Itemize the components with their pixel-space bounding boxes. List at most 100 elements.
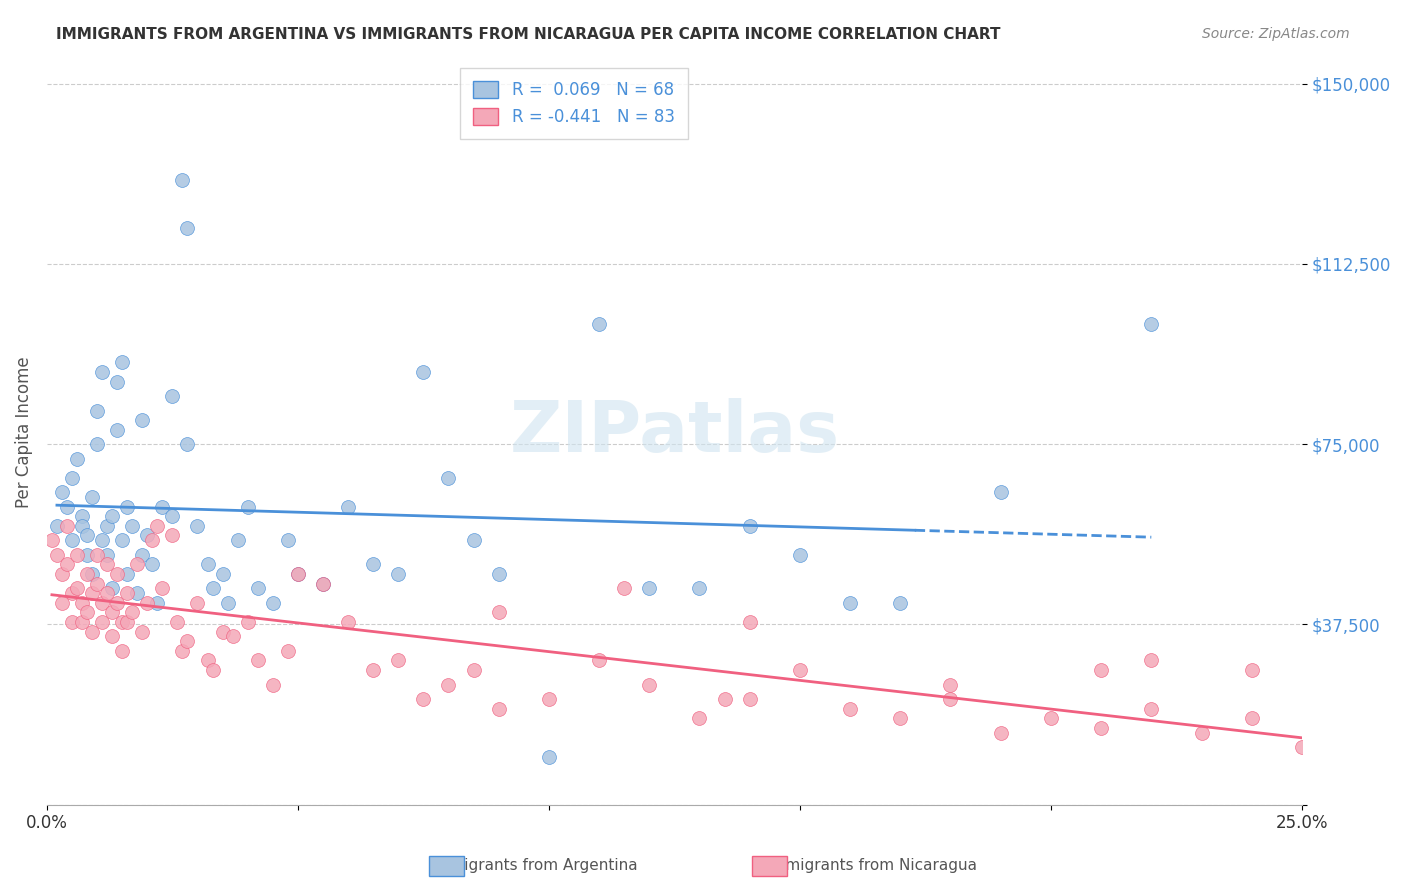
- Point: [51, 485, 73, 500]
- Point: [162, 509, 184, 524]
- Point: [96, 519, 118, 533]
- Point: [105, 566, 128, 581]
- Point: [150, 500, 173, 514]
- Point: [1140, 701, 1163, 715]
- Point: [463, 533, 485, 548]
- Point: [121, 606, 143, 620]
- Point: [211, 624, 233, 639]
- Point: [689, 711, 711, 725]
- Point: [246, 582, 269, 596]
- Point: [1191, 725, 1213, 739]
- Point: [211, 566, 233, 581]
- Point: [488, 606, 510, 620]
- Point: [613, 582, 636, 596]
- Point: [70, 615, 93, 629]
- Point: [201, 582, 224, 596]
- Point: [56, 558, 79, 572]
- Point: [66, 582, 89, 596]
- Point: [221, 629, 243, 643]
- Point: [51, 596, 73, 610]
- Point: [91, 365, 114, 379]
- Point: [488, 701, 510, 715]
- Point: [1140, 317, 1163, 331]
- Point: [111, 615, 134, 629]
- Point: [262, 677, 284, 691]
- Point: [86, 548, 108, 562]
- Point: [713, 692, 735, 706]
- Point: [312, 576, 335, 591]
- Point: [337, 500, 360, 514]
- Text: Source: ZipAtlas.com: Source: ZipAtlas.com: [1202, 27, 1350, 41]
- Point: [1090, 721, 1112, 735]
- Point: [638, 677, 661, 691]
- Point: [1039, 711, 1062, 725]
- Point: [1240, 663, 1263, 677]
- Point: [186, 519, 208, 533]
- Point: [146, 596, 169, 610]
- Point: [96, 586, 118, 600]
- Point: [60, 615, 83, 629]
- Point: [141, 558, 163, 572]
- Point: [990, 485, 1012, 500]
- Point: [437, 471, 460, 485]
- Point: [101, 582, 124, 596]
- Point: [131, 548, 153, 562]
- Point: [176, 220, 198, 235]
- Point: [127, 586, 149, 600]
- Point: [839, 701, 862, 715]
- Point: [789, 548, 811, 562]
- Legend: R =  0.069   N = 68, R = -0.441   N = 83: R = 0.069 N = 68, R = -0.441 N = 83: [460, 68, 688, 139]
- Point: [80, 566, 103, 581]
- Point: [115, 615, 138, 629]
- Point: [111, 355, 134, 369]
- Point: [162, 528, 184, 542]
- Point: [990, 725, 1012, 739]
- Point: [101, 606, 124, 620]
- Point: [537, 692, 560, 706]
- Text: Immigrants from Argentina: Immigrants from Argentina: [430, 858, 638, 872]
- Point: [488, 566, 510, 581]
- Point: [277, 533, 299, 548]
- Point: [66, 548, 89, 562]
- Point: [96, 548, 118, 562]
- Point: [172, 644, 194, 658]
- Point: [197, 653, 219, 667]
- Point: [91, 596, 114, 610]
- Point: [141, 533, 163, 548]
- Point: [150, 582, 173, 596]
- Point: [246, 653, 269, 667]
- Point: [236, 615, 259, 629]
- Point: [839, 596, 862, 610]
- Y-axis label: Per Capita Income: Per Capita Income: [15, 356, 32, 508]
- Point: [80, 624, 103, 639]
- Text: ZIPatlas: ZIPatlas: [509, 398, 839, 467]
- Point: [588, 317, 610, 331]
- Point: [105, 423, 128, 437]
- Point: [277, 644, 299, 658]
- Point: [939, 692, 962, 706]
- Point: [121, 519, 143, 533]
- Point: [738, 615, 761, 629]
- Point: [437, 677, 460, 691]
- Point: [70, 519, 93, 533]
- Point: [166, 615, 188, 629]
- Point: [201, 663, 224, 677]
- Point: [1291, 739, 1313, 754]
- Point: [537, 749, 560, 764]
- Point: [45, 519, 67, 533]
- Point: [186, 596, 208, 610]
- Point: [217, 596, 239, 610]
- Point: [361, 663, 384, 677]
- Point: [738, 519, 761, 533]
- Point: [312, 576, 335, 591]
- Point: [91, 533, 114, 548]
- Point: [51, 566, 73, 581]
- Point: [1140, 653, 1163, 667]
- Point: [146, 519, 169, 533]
- Point: [789, 663, 811, 677]
- Point: [176, 634, 198, 648]
- Point: [86, 403, 108, 417]
- Point: [738, 692, 761, 706]
- Point: [115, 566, 138, 581]
- Point: [889, 711, 911, 725]
